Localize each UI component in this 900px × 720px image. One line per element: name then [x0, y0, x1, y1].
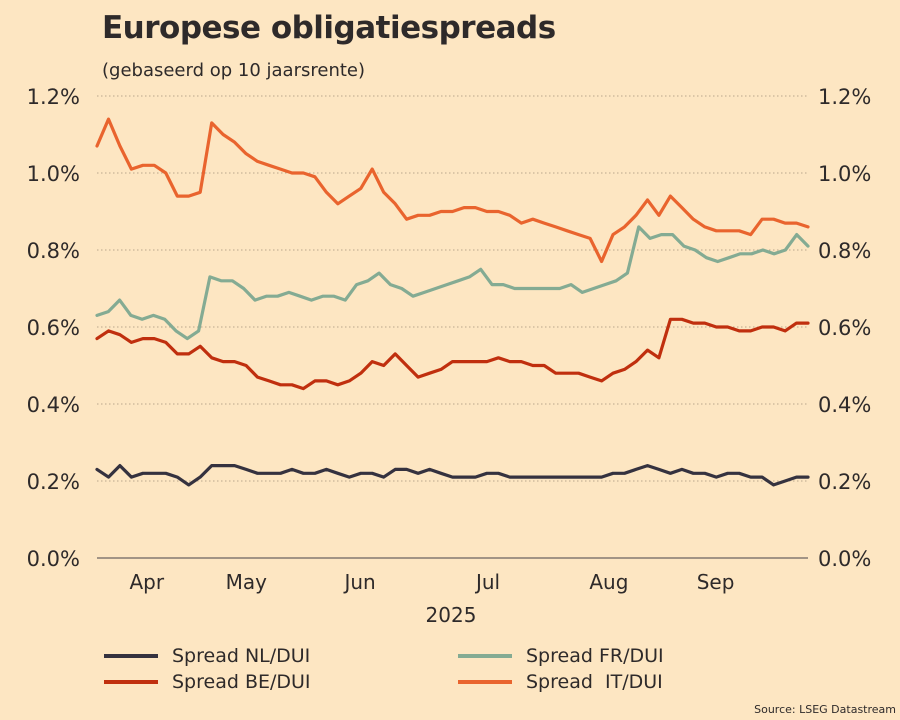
legend-swatch — [104, 654, 158, 658]
y-tick-label-right: 0.6% — [818, 316, 871, 340]
series-line-1 — [95, 317, 810, 391]
x-tick-label: Apr — [129, 570, 164, 594]
series-line-0 — [95, 464, 810, 487]
legend-label: Spread FR/DUI — [526, 645, 664, 667]
legend-item-be: Spread BE/DUI — [104, 671, 311, 693]
legend-label: Spread BE/DUI — [172, 671, 311, 693]
y-tick-label-left: 0.8% — [27, 239, 80, 263]
y-tick-label-right: 0.0% — [818, 547, 871, 571]
y-tick-label-left: 0.2% — [27, 470, 80, 494]
y-axis-left: 0.0% 0.2% 0.4% 0.6% 0.8% 1.0% 1.2% — [27, 85, 80, 571]
legend-swatch — [104, 680, 158, 684]
legend-swatch — [458, 680, 512, 684]
x-tick-label: Aug — [589, 570, 628, 594]
source-note: Source: LSEG Datastream — [754, 703, 896, 716]
y-tick-label-left: 1.0% — [27, 162, 80, 186]
y-tick-label-right: 1.2% — [818, 85, 871, 109]
y-axis-right: 0.0% 0.2% 0.4% 0.6% 0.8% 1.0% 1.2% — [818, 85, 871, 571]
x-axis: Apr May Jun Jul Aug Sep — [129, 570, 734, 594]
x-tick-label: Sep — [697, 570, 735, 594]
y-tick-label-left: 1.2% — [27, 85, 80, 109]
y-tick-label-right: 0.8% — [818, 239, 871, 263]
series-line-3 — [95, 117, 810, 264]
y-tick-label-right: 1.0% — [818, 162, 871, 186]
legend-label: Spread NL/DUI — [172, 645, 311, 667]
series-line-2 — [95, 225, 810, 341]
y-tick-label-left: 0.4% — [27, 393, 80, 417]
y-tick-label-right: 0.2% — [818, 470, 871, 494]
x-tick-label: May — [226, 570, 268, 594]
y-tick-label-right: 0.4% — [818, 393, 871, 417]
x-tick-label: Jul — [474, 570, 500, 594]
y-tick-label-left: 0.0% — [27, 547, 80, 571]
x-tick-label: Jun — [342, 570, 375, 594]
legend-item-nl: Spread NL/DUI — [104, 645, 310, 667]
chart-title: Europese obligatiespreads — [102, 10, 556, 46]
legend-item-it: Spread IT/DUI — [458, 671, 663, 693]
legend-swatch — [458, 654, 512, 658]
x-axis-label: 2025 — [426, 603, 477, 627]
chart-subtitle: (gebaseerd op 10 jaarsrente) — [102, 60, 366, 81]
gridlines — [97, 95, 808, 559]
legend-label: Spread IT/DUI — [526, 671, 663, 693]
series-lines — [95, 117, 810, 487]
legend-item-fr: Spread FR/DUI — [458, 645, 664, 667]
y-tick-label-left: 0.6% — [27, 316, 80, 340]
